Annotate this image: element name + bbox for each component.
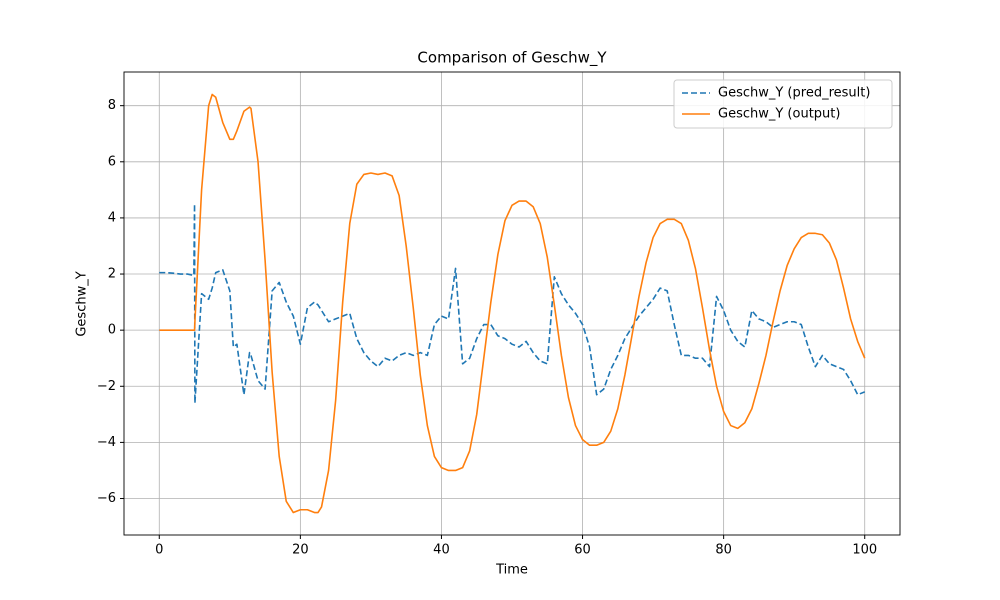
y-tick-label: 4 (108, 210, 116, 225)
y-tick-label: −6 (97, 491, 116, 506)
x-tick-label: 0 (155, 543, 163, 558)
legend-box (673, 79, 893, 129)
x-tick-label: 100 (852, 543, 877, 558)
y-axis-label: Geschw_Y (75, 271, 90, 336)
legend-label: Geschw_Y (output) (718, 107, 840, 122)
data-line (159, 93, 866, 514)
x-axis-label: Time (495, 563, 528, 578)
y-tick-label: −2 (97, 379, 116, 394)
plot-frame (123, 71, 901, 536)
x-tick-label: 60 (574, 543, 591, 558)
x-tick-label: 40 (433, 543, 450, 558)
y-tick-label: 6 (108, 154, 116, 169)
legend-label: Geschw_Y (pred_result) (718, 86, 870, 101)
y-tick-label: −4 (97, 435, 116, 450)
y-tick-label: 0 (108, 323, 116, 338)
data-line (159, 203, 866, 404)
x-tick-label: 80 (715, 543, 732, 558)
chart-title: Comparison of Geschw_Y (417, 49, 607, 68)
y-tick-label: 8 (108, 98, 116, 113)
y-tick-label: 2 (108, 267, 116, 282)
x-tick-label: 20 (292, 543, 309, 558)
